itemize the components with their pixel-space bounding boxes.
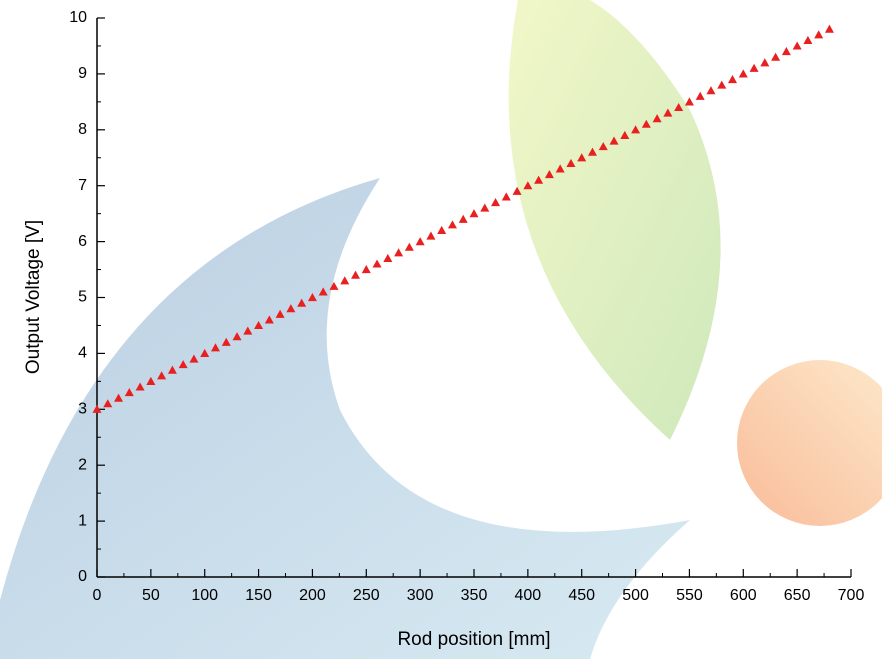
data-point [340,276,349,284]
data-point [728,75,737,83]
x-tick-label: 700 [838,587,865,604]
x-tick-label: 600 [730,587,757,604]
data-point [405,243,414,251]
data-point [437,226,446,234]
x-tick-label: 200 [299,587,326,604]
x-axis-title: Rod position [mm] [397,629,550,650]
data-point [717,81,726,89]
data-point [814,30,823,38]
page: {"chart_data": {"type": "scatter", "x_la… [0,0,882,659]
x-tick-label: 500 [622,587,649,604]
data-point [750,64,759,72]
data-point [426,232,435,240]
background-art [0,0,882,659]
x-tick-label: 50 [142,587,160,604]
data-point [470,209,479,217]
data-point [685,97,694,105]
y-tick-label: 8 [78,121,87,138]
x-tick-label: 300 [407,587,434,604]
y-tick-label: 1 [78,512,87,529]
y-axis-title: Output Voltage [V] [23,220,44,374]
data-point [459,215,468,223]
y-tick-label: 5 [78,289,87,306]
data-point [739,69,748,77]
y-tick-label: 10 [69,9,87,26]
x-tick-label: 450 [568,587,595,604]
y-tick-label: 0 [78,568,87,585]
data-point [696,92,705,100]
x-tick-label: 100 [191,587,218,604]
data-point [480,204,489,212]
x-tick-label: 350 [461,587,488,604]
data-point [793,41,802,49]
data-point [394,248,403,256]
data-point [491,198,500,206]
x-tick-label: 400 [515,587,542,604]
data-point [771,53,780,61]
x-tick-label: 150 [245,587,272,604]
x-tick-label: 650 [784,587,811,604]
data-point [448,220,457,228]
data-point [706,86,715,94]
data-point [351,271,360,279]
y-tick-label: 9 [78,65,87,82]
data-point [383,254,392,262]
y-tick-label: 4 [78,345,87,362]
chart: Rod position [mm] Output Voltage [V] 050… [0,0,882,659]
x-tick-label: 250 [353,587,380,604]
data-point [825,25,834,33]
y-tick-label: 6 [78,233,87,250]
data-point [760,58,769,66]
y-tick-label: 7 [78,177,87,194]
data-point [373,259,382,267]
y-tick-label: 3 [78,401,87,418]
data-point [416,237,425,245]
data-point [782,47,791,55]
x-tick-label: 550 [676,587,703,604]
data-point [502,192,511,200]
data-point [362,265,371,273]
data-point [803,36,812,44]
y-tick-label: 2 [78,456,87,473]
x-tick-label: 0 [93,587,102,604]
